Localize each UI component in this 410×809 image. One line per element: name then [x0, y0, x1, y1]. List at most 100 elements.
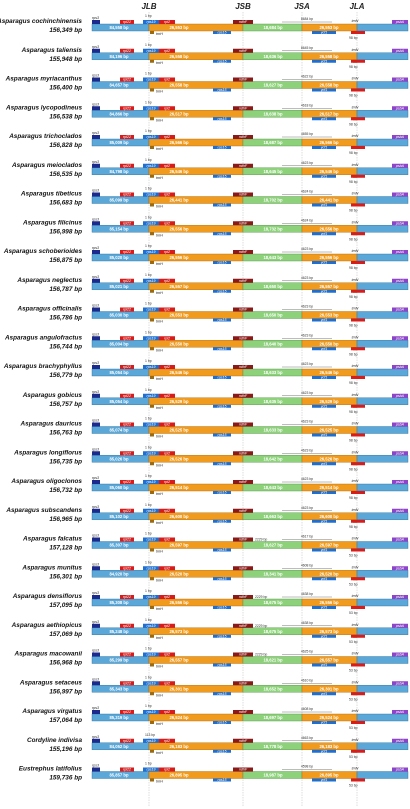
trnN-label: trnN — [352, 19, 359, 23]
ycf1-gene — [312, 376, 336, 379]
rpl22-label: rpl22 — [123, 423, 131, 427]
trnH-gene — [150, 634, 154, 638]
ycf1-gene — [312, 749, 336, 753]
rpl2-label: rpl2 — [164, 681, 170, 685]
psbA-label: psbA — [395, 451, 405, 455]
rpl2-label: rpl2 — [164, 20, 170, 24]
rpl22-gene — [120, 537, 134, 542]
ira-distance: 98 bp — [349, 352, 358, 356]
rps15-gene — [213, 318, 231, 322]
rps3-label: rps3 — [92, 332, 99, 336]
rps15-gene — [213, 232, 231, 236]
rpl2-gene — [159, 278, 175, 283]
irb-region — [148, 110, 244, 118]
rps3-label: rps3 — [92, 505, 99, 509]
ndhF-label: ndhF — [239, 135, 248, 139]
ssc-length: 18,640 bp — [263, 341, 283, 346]
trnH-gene — [150, 88, 154, 92]
rps19-distance: 1 bp — [145, 302, 152, 306]
rps3-label: rps3 — [92, 217, 99, 221]
ycf1-length: 4638 bp — [301, 592, 313, 596]
trnH-label: trnH — [156, 492, 163, 496]
rps15-label: rps15 — [218, 721, 227, 725]
rps3-label: rps3 — [92, 74, 99, 78]
ssc-length: 18,341 bp — [263, 571, 283, 576]
trnH-gene — [150, 174, 154, 178]
trnN-label: trnN — [352, 220, 359, 224]
rpl22-gene — [120, 250, 134, 254]
trnN-label: trnN — [352, 105, 359, 109]
rps19-label: rps19 — [147, 710, 156, 714]
psbA-label: psbA — [395, 49, 405, 53]
lsc-region-end — [356, 368, 409, 377]
lsc-length: 85,004 bp — [109, 341, 129, 346]
rpl2-label: rpl2 — [164, 250, 170, 254]
rps19-label: rps19 — [147, 308, 156, 312]
ira-distance: 53 bp — [349, 669, 358, 673]
ira-length: 26,566 bp — [319, 140, 339, 145]
psbA-gene — [392, 451, 408, 456]
trnN-label: trnN — [352, 565, 359, 569]
ndhF-label: ndhF — [239, 739, 248, 743]
irb-region — [148, 685, 244, 693]
rps19-label: rps19 — [147, 480, 156, 484]
ycf1-length: 4608 bp — [301, 707, 313, 711]
ndhF-gene — [233, 393, 253, 398]
rpl22-gene — [120, 20, 134, 24]
ycf1-length: 4623 bp — [301, 161, 313, 165]
ira-length: 26,301 bp — [319, 686, 339, 691]
rpl22-label: rpl22 — [123, 509, 131, 513]
rps19-gene — [143, 652, 159, 657]
irb-length: 26,526 bp — [169, 456, 189, 461]
irb-region — [148, 81, 244, 89]
psbA-gene — [392, 106, 408, 111]
rps15-label: rps15 — [218, 692, 227, 696]
trnH-gene — [150, 203, 154, 207]
genome-size: 156,763 bp — [49, 430, 82, 437]
rps15-gene — [213, 88, 231, 92]
ira-distance: 98 bp — [349, 324, 358, 328]
rps19-gene — [143, 537, 159, 542]
rps19-label: rps19 — [147, 595, 156, 599]
trnH-gene — [150, 692, 154, 696]
ndhF-gene — [233, 652, 253, 657]
ycf1-label: ycf1 — [320, 749, 328, 753]
rps19-gene — [143, 767, 159, 772]
irb-region — [148, 742, 244, 750]
rps3-label: rps3 — [92, 620, 99, 624]
rpl2-label: rpl2 — [164, 566, 170, 570]
ndhF-gene — [233, 767, 253, 772]
species-row: Asparagus brachyphyllus 156,779 bp 85,054 … — [3, 359, 409, 385]
rpl2-gene-ira — [351, 577, 365, 581]
ira-distance: 53 bp — [349, 554, 358, 558]
ycf1-label: ycf1 — [320, 88, 328, 92]
ndhF-label: ndhF — [239, 681, 248, 685]
ycf1-gene — [312, 577, 336, 581]
ssc-length: 18,633 bp — [263, 370, 283, 375]
psbA-gene — [392, 681, 408, 686]
rps3-gene — [92, 336, 100, 341]
trnN-label: trnN — [352, 508, 359, 512]
rps19-gene — [143, 163, 159, 168]
lsc-region-end — [356, 397, 409, 405]
rpl2-label: rpl2 — [164, 78, 170, 82]
species-row: Asparagus munitus 156,301 bp 84,920 bp 26,5… — [21, 560, 409, 586]
psbA-label: psbA — [395, 768, 405, 772]
psbA-gene — [392, 767, 408, 772]
ssc-length: 18,687 bp — [263, 140, 283, 145]
ycf1-label: ycf1 — [320, 577, 328, 581]
ndhF-label: ndhF — [239, 538, 248, 542]
rps3-label: rps3 — [92, 591, 99, 595]
species-name: Asparagus filicinus — [22, 219, 82, 226]
rps3-gene — [92, 106, 100, 111]
ycf1-label: ycf1 — [320, 232, 328, 236]
rps3-label: rps3 — [92, 102, 99, 106]
ssc-length: 18,645 bp — [263, 169, 283, 174]
rps19-gene — [143, 710, 159, 714]
ycf1-length: 4610 bp — [301, 678, 313, 682]
psbA-label: psbA — [395, 221, 405, 225]
irb-length: 26,553 bp — [169, 313, 189, 318]
ira-length: 26,550 bp — [319, 341, 339, 346]
rpl2-label: rpl2 — [164, 710, 170, 714]
psbA-gene — [392, 566, 408, 571]
